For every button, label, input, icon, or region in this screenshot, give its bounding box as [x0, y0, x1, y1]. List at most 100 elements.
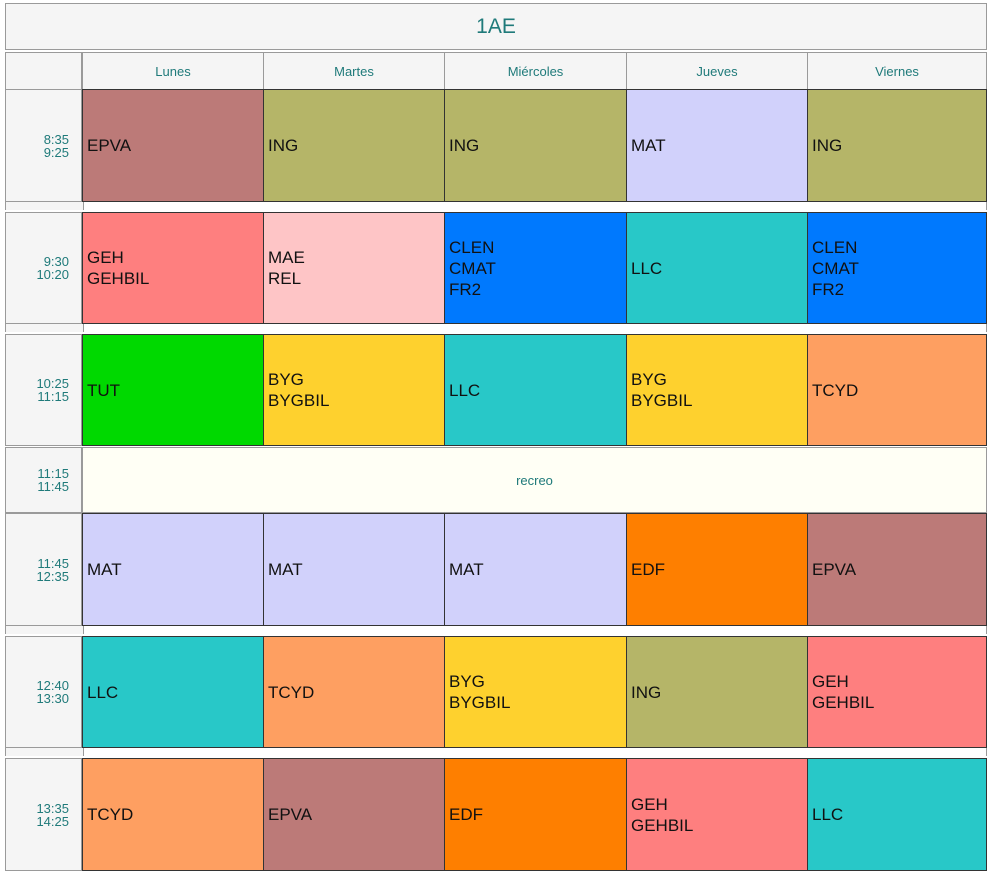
row-gap — [5, 324, 987, 332]
class-slot[interactable]: ING — [263, 89, 445, 202]
subject-label: MAT — [87, 560, 122, 579]
subject-label: ING — [631, 682, 662, 702]
class-slot[interactable]: CLEN CMAT FR2 — [807, 212, 987, 324]
class-slot[interactable]: TCYD — [807, 334, 987, 446]
subject-label: FR2 — [449, 279, 482, 299]
subject-label: REL — [268, 269, 302, 288]
end-time: 11:15 — [37, 389, 69, 404]
subject-label: FR2 — [812, 279, 845, 299]
day-header-2: Miércoles — [444, 52, 627, 90]
subject-label: GEH — [631, 794, 668, 814]
end-time: 13:30 — [36, 691, 69, 706]
subject-label: TCYD — [87, 805, 134, 824]
class-slot[interactable]: GEH GEHBIL — [82, 212, 264, 324]
end-time: 11:45 — [37, 479, 69, 494]
class-slot[interactable]: LLC — [626, 212, 808, 324]
header-corner — [5, 52, 82, 90]
row-gap — [5, 202, 987, 210]
subject-label: BYG — [449, 672, 485, 691]
start-time: 11:15 — [37, 466, 69, 481]
class-slot[interactable]: EPVA — [82, 89, 264, 202]
subject-label: TCYD — [812, 380, 859, 400]
subject-label: EPVA — [87, 136, 132, 155]
subject-label: LLC — [631, 258, 663, 278]
class-slot[interactable]: EPVA — [263, 758, 445, 871]
start-time: 13:35 — [36, 800, 69, 816]
time-cell: 10:25 11:15 — [5, 334, 82, 446]
subject-label: LLC — [87, 682, 119, 702]
class-slot[interactable]: BYG BYGBIL — [626, 334, 808, 446]
class-slot[interactable]: TCYD — [82, 758, 264, 871]
subject-label: CMAT — [812, 258, 859, 278]
timetable-title: 1AE — [5, 3, 987, 50]
subject-label: ING — [812, 136, 843, 155]
break-cell: recreo — [82, 447, 987, 513]
class-slot[interactable]: LLC — [82, 636, 264, 748]
class-slot[interactable]: GEH GEHBIL — [807, 636, 987, 748]
day-header-0: Lunes — [82, 52, 264, 90]
subject-label: CLEN — [812, 237, 858, 257]
subject-label: BYG — [268, 370, 304, 389]
start-time: 9:30 — [43, 254, 69, 269]
row-gap — [5, 626, 987, 634]
subject-label: GEHBIL — [631, 815, 694, 835]
class-slot[interactable]: MAT — [444, 513, 627, 626]
class-slot[interactable]: EDF — [626, 513, 808, 626]
subject-label: GEHBIL — [87, 269, 150, 288]
subject-label: BYGBIL — [449, 693, 511, 712]
row-gap-inner — [83, 202, 986, 210]
class-slot[interactable]: MAE REL — [263, 212, 445, 324]
subject-label: GEHBIL — [812, 693, 875, 712]
class-slot[interactable]: LLC — [444, 334, 627, 446]
class-slot[interactable]: EDF — [444, 758, 627, 871]
row-gap-inner — [83, 748, 986, 756]
end-time: 9:25 — [43, 144, 69, 160]
day-header-3: Jueves — [626, 52, 808, 90]
row-gap-inner — [83, 626, 986, 634]
time-cell: 11:15 11:45 — [5, 447, 82, 513]
class-slot[interactable]: GEH GEHBIL — [626, 758, 808, 871]
subject-label: ING — [268, 136, 299, 155]
start-time: 10:25 — [36, 376, 69, 391]
class-slot[interactable]: BYG BYGBIL — [444, 636, 627, 748]
time-cell: 8:35 9:25 — [5, 89, 82, 202]
start-time: 8:35 — [43, 131, 69, 147]
time-cell: 12:40 13:30 — [5, 636, 82, 748]
class-slot[interactable]: EPVA — [807, 513, 987, 626]
time-cell: 9:30 10:20 — [5, 212, 82, 324]
class-slot[interactable]: TUT — [82, 334, 264, 446]
subject-label: GEH — [812, 672, 849, 691]
class-slot[interactable]: MAT — [263, 513, 445, 626]
end-time: 10:20 — [36, 267, 69, 282]
subject-label: ING — [449, 136, 480, 155]
subject-label: TUT — [87, 380, 121, 400]
class-slot[interactable]: TCYD — [263, 636, 445, 748]
subject-label: GEH — [87, 248, 124, 267]
row-gap — [5, 748, 987, 756]
subject-label: EDF — [631, 560, 665, 579]
class-slot[interactable]: MAT — [82, 513, 264, 626]
class-slot[interactable]: MAT — [626, 89, 808, 202]
subject-label: CMAT — [449, 258, 496, 278]
row-gap-inner — [83, 324, 986, 332]
subject-label: BYGBIL — [631, 391, 693, 410]
day-header-1: Martes — [263, 52, 445, 90]
time-cell: 11:45 12:35 — [5, 513, 82, 626]
end-time: 12:35 — [36, 568, 69, 584]
end-time: 14:25 — [36, 813, 69, 829]
class-slot[interactable]: ING — [807, 89, 987, 202]
start-time: 11:45 — [37, 555, 69, 571]
subject-label: BYG — [631, 370, 667, 389]
class-slot[interactable]: BYG BYGBIL — [263, 334, 445, 446]
subject-label: EDF — [449, 805, 483, 824]
subject-label: CLEN — [449, 237, 495, 257]
class-slot[interactable]: LLC — [807, 758, 987, 871]
subject-label: LLC — [449, 380, 481, 400]
subject-label: MAE — [268, 248, 305, 267]
subject-label: TCYD — [268, 682, 315, 702]
subject-label: MAT — [268, 560, 303, 579]
class-slot[interactable]: ING — [626, 636, 808, 748]
class-slot[interactable]: CLEN CMAT FR2 — [444, 212, 627, 324]
subject-label: LLC — [812, 805, 844, 824]
class-slot[interactable]: ING — [444, 89, 627, 202]
